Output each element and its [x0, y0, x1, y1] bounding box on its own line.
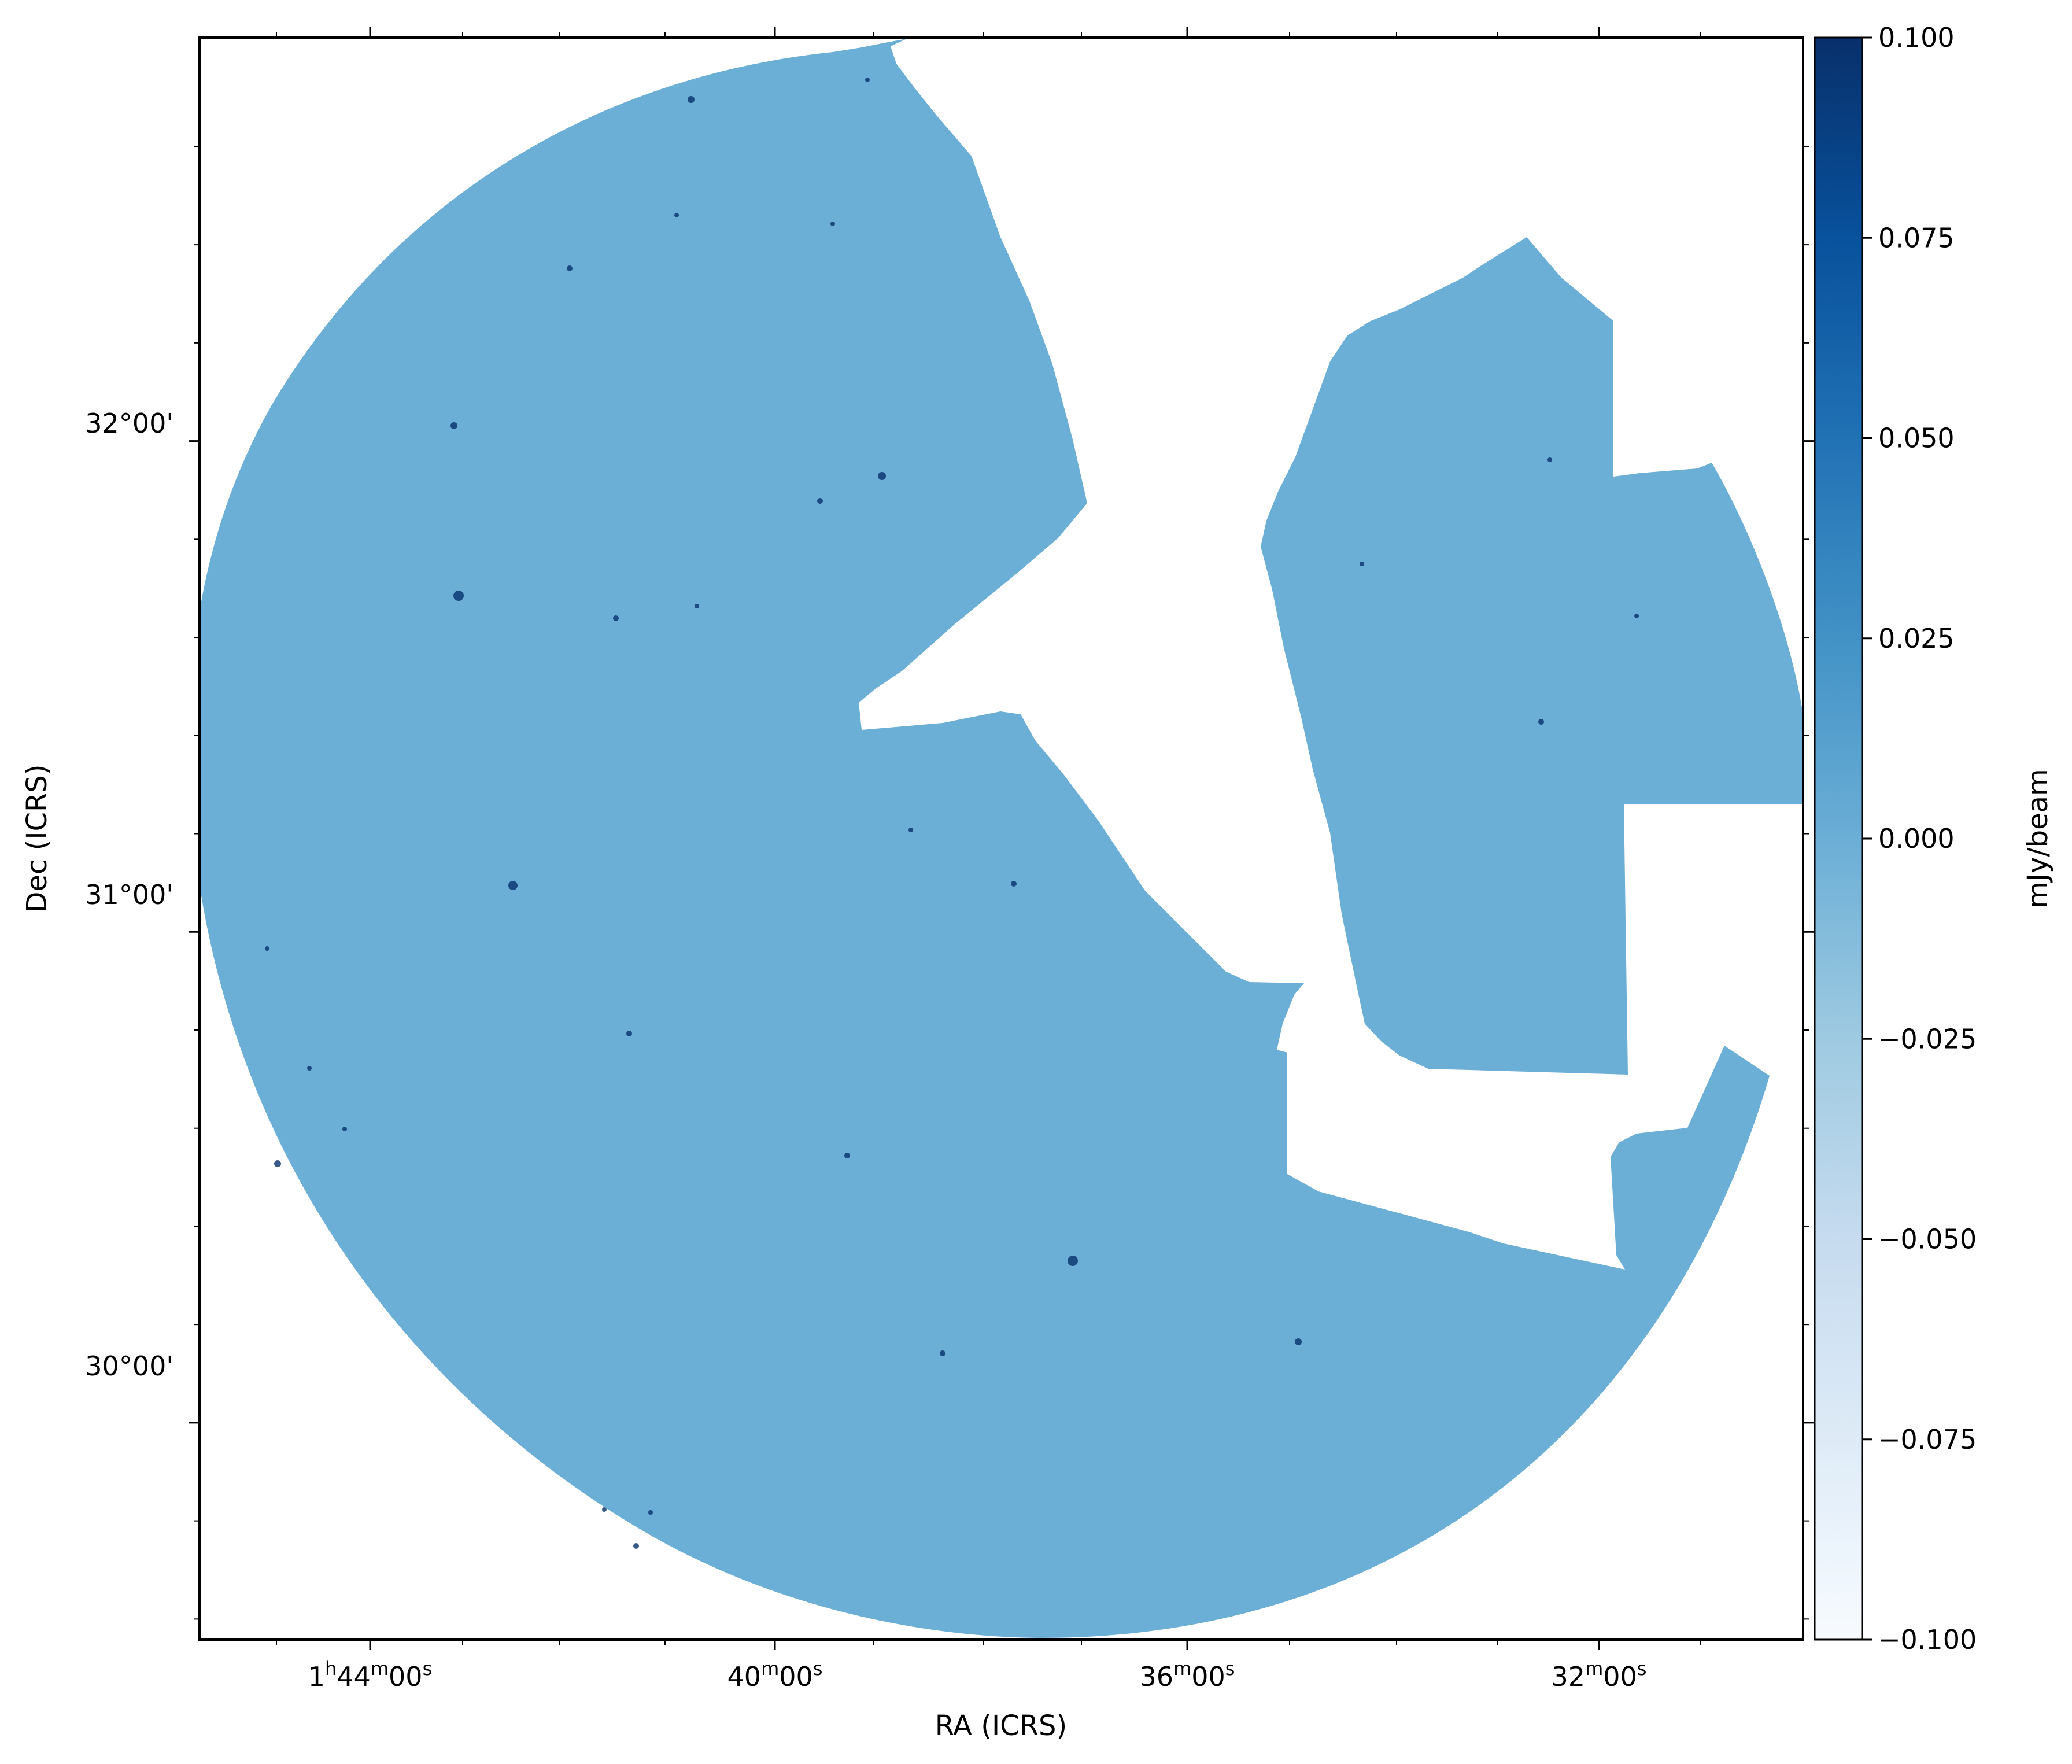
point-source: [265, 946, 269, 951]
point-source: [1634, 614, 1639, 618]
point-source: [450, 422, 457, 429]
coverage-region: [200, 38, 1803, 1638]
colorbar-tick-label: 0.075: [1878, 222, 1955, 253]
x-tick-label-40m: 40m00s: [727, 1658, 823, 1692]
x-tick-label-36m: 36m00s: [1140, 1658, 1235, 1692]
point-source: [878, 472, 886, 480]
colorbar-tick-label: −0.050: [1878, 1224, 1977, 1255]
point-source: [567, 265, 573, 271]
sky-coverage-map: [200, 38, 1803, 1638]
point-source: [508, 881, 518, 890]
colorbar-tick-label: 0.000: [1878, 823, 1955, 854]
point-source: [1011, 881, 1017, 887]
colorbar: 0.100 0.075 0.050 0.025 0.000 −0.025 −0.050 −0.…: [1814, 22, 2054, 1655]
y-axis-ticks: [189, 146, 1814, 1620]
point-source: [1295, 1338, 1302, 1345]
y-tick-labels: 30°00' 31°00' 32°00': [85, 408, 173, 1382]
point-source: [626, 1031, 632, 1036]
colorbar-tick-label: 0.050: [1878, 423, 1955, 454]
point-source: [674, 213, 679, 217]
x-tick-labels: 1h44m00s 40m00s 36m00s 32m00s: [308, 1658, 1647, 1692]
colorbar-tick-label: 0.025: [1878, 623, 1955, 654]
point-source: [1547, 457, 1552, 462]
colorbar-tick-label: −0.075: [1878, 1424, 1977, 1455]
colorbar-label: mJy/beam: [2022, 769, 2054, 909]
x-tick-label-44m: 1h44m00s: [308, 1658, 433, 1692]
point-source: [940, 1350, 945, 1356]
point-sources: [265, 78, 1639, 1549]
point-source: [1360, 562, 1364, 566]
y-axis-label: Dec (ICRS): [21, 764, 53, 913]
x-tick-label-32m: 32m00s: [1552, 1658, 1647, 1692]
y-tick-label-31: 31°00': [85, 879, 173, 910]
point-source: [830, 222, 835, 226]
point-source: [274, 1160, 281, 1167]
point-source: [613, 615, 619, 621]
point-source: [342, 1127, 347, 1131]
colorbar-ticks: 0.100 0.075 0.050 0.025 0.000 −0.025 −0.050 −0.…: [1862, 22, 1977, 1655]
colorbar-tick-label: 0.100: [1878, 22, 1955, 53]
point-source: [1538, 719, 1544, 725]
y-tick-label-32: 32°00': [85, 408, 173, 439]
colorbar-gradient: [1814, 36, 1863, 1641]
colorbar-tick-label: −0.100: [1878, 1624, 1977, 1655]
x-axis-ticks: [276, 27, 1701, 1650]
y-tick-label-30: 30°00': [85, 1350, 173, 1382]
point-source: [453, 591, 464, 601]
point-source: [602, 1507, 607, 1512]
point-source: [695, 604, 699, 608]
point-source: [633, 1543, 639, 1549]
x-axis-label: RA (ICRS): [935, 1710, 1067, 1742]
point-source: [688, 96, 695, 103]
point-source: [307, 1066, 312, 1071]
point-source: [865, 78, 870, 82]
point-source: [648, 1510, 653, 1515]
colorbar-tick-label: −0.025: [1878, 1023, 1977, 1054]
point-source: [908, 828, 913, 832]
plot-frame: [198, 36, 1804, 1641]
point-source: [844, 1153, 850, 1158]
point-source: [817, 498, 823, 504]
point-source: [1068, 1256, 1078, 1266]
